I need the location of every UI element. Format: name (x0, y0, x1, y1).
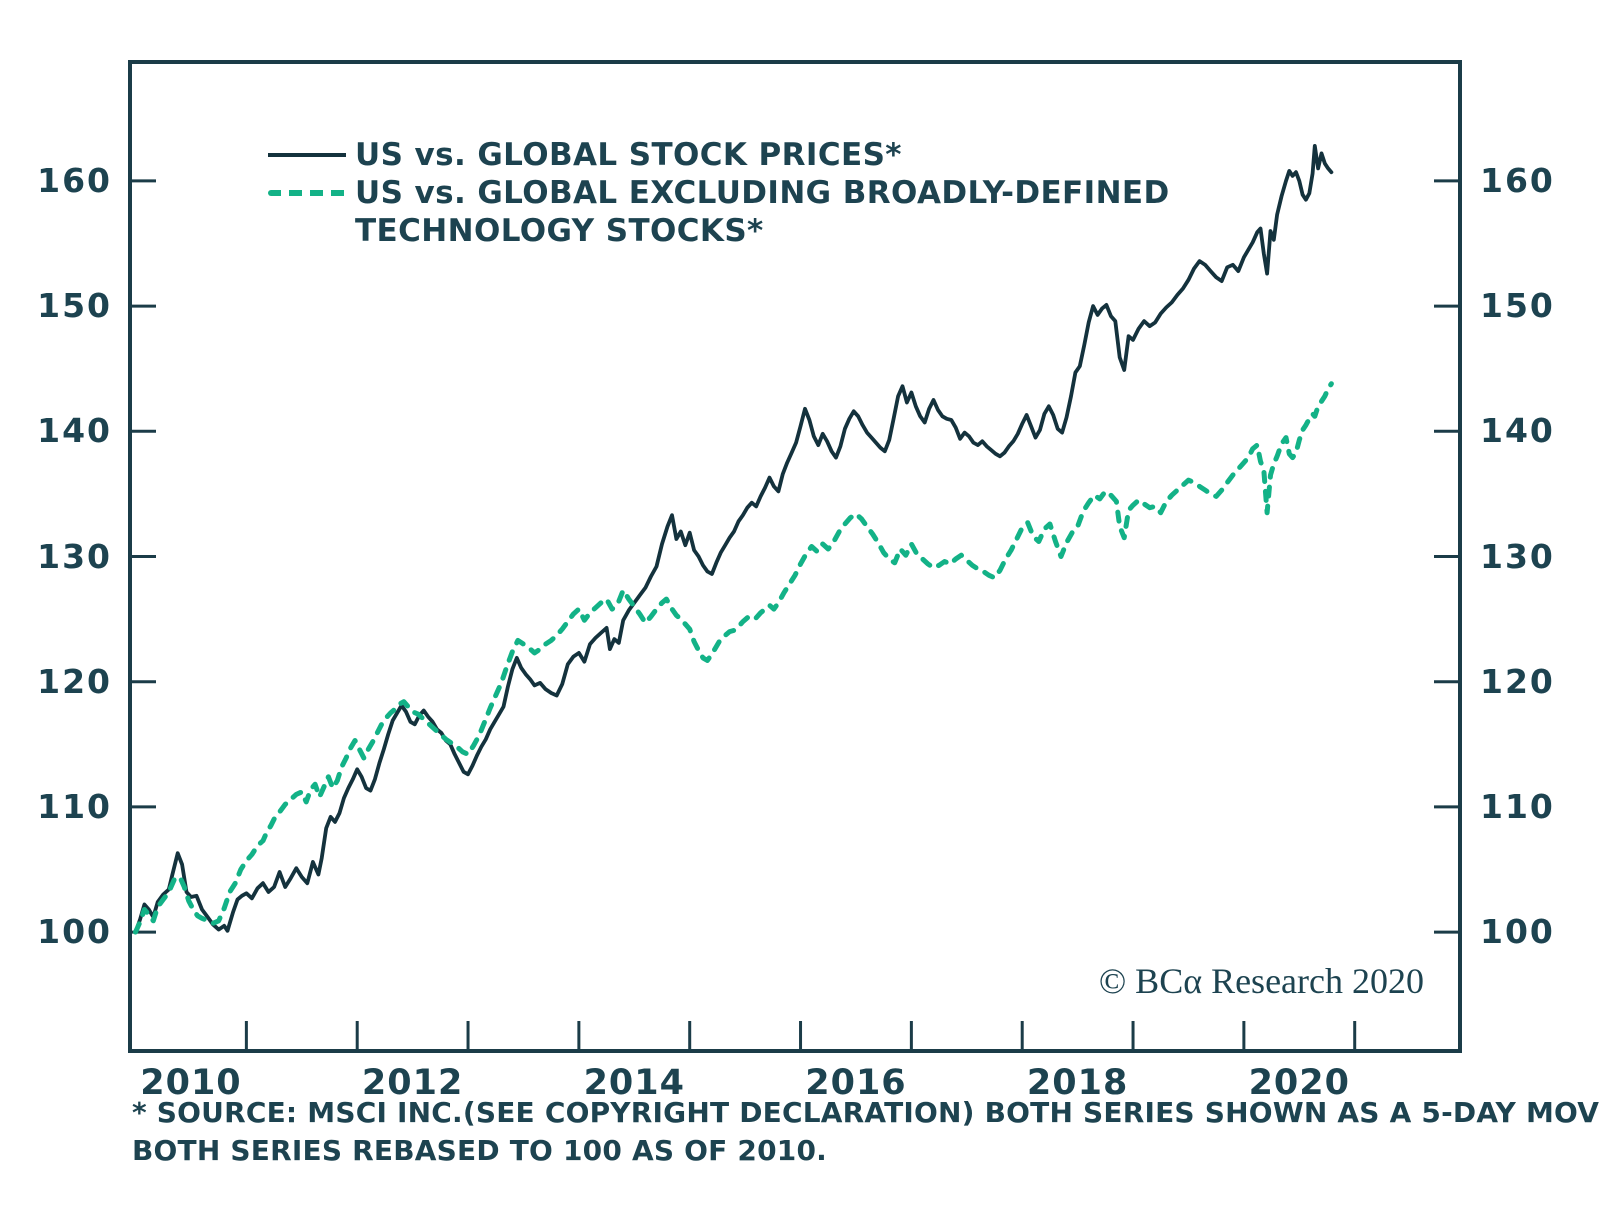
copyright-note: © BCα Research 2020 (1098, 961, 1424, 1001)
y-axis-label-right: 120 (1480, 661, 1555, 701)
y-axis-label-right: 110 (1480, 786, 1555, 826)
x-axis-year-label: 2018 (1026, 1063, 1129, 1103)
y-axis-label-right: 140 (1480, 411, 1555, 451)
source-footnote-line1: * SOURCE: MSCI INC.(SEE COPYRIGHT DECLAR… (132, 1096, 1600, 1129)
x-axis-year-label: 2012 (361, 1063, 464, 1103)
legend-series1-label: US vs. GLOBAL STOCK PRICES* (355, 137, 902, 173)
x-axis-year-label: 2010 (140, 1063, 242, 1103)
x-axis-year-label: 2016 (805, 1063, 907, 1103)
solid-line-swatch-icon (268, 153, 346, 157)
series-line-2 (133, 381, 1334, 935)
y-axis-label-left: 150 (37, 286, 112, 326)
y-axis-label-right: 130 (1480, 536, 1555, 576)
y-axis-label-right: 150 (1480, 286, 1555, 326)
source-footnote-line2: BOTH SERIES REBASED TO 100 AS OF 2010. (132, 1134, 827, 1167)
y-axis-label-left: 100 (37, 912, 112, 952)
source-footnote: * SOURCE: MSCI INC.(SEE COPYRIGHT DECLAR… (132, 1094, 1600, 1170)
legend-series2-label-line1: US vs. GLOBAL EXCLUDING BROADLY-DEFINED (355, 175, 1170, 211)
x-axis-year-label: 2014 (583, 1063, 685, 1103)
y-axis-label-right: 160 (1480, 160, 1555, 200)
y-axis-label-left: 120 (37, 661, 112, 701)
x-axis-year-label: 2020 (1248, 1063, 1350, 1103)
series-line-1 (133, 144, 1334, 934)
legend-series2-label-line2: TECHNOLOGY STOCKS* (355, 213, 764, 249)
y-axis-label-left: 110 (37, 786, 112, 826)
y-axis-label-left: 130 (37, 536, 112, 576)
y-axis-label-left: 140 (37, 411, 112, 451)
y-axis-label-right: 100 (1480, 912, 1555, 952)
dashed-line-swatch-icon (268, 190, 350, 196)
y-axis-label-left: 160 (37, 160, 112, 200)
